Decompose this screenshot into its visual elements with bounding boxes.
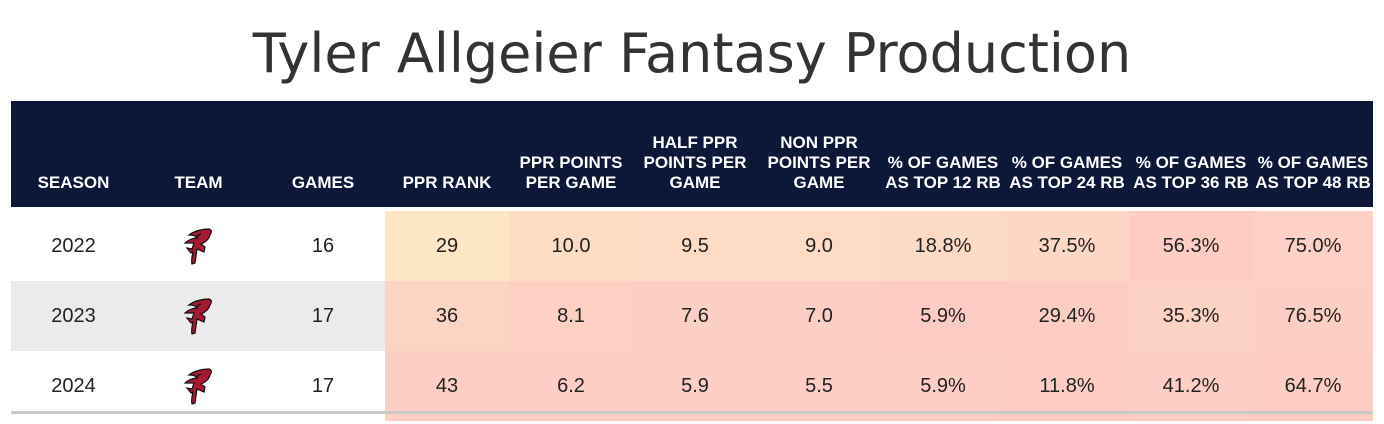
- cell-games: 17: [261, 351, 385, 421]
- col-header-ppr-rank[interactable]: PPR RANK: [385, 101, 509, 209]
- fantasy-stats-table: SEASON TEAM GAMES PPR RANK PPR POINTS PE…: [11, 101, 1373, 421]
- cell-non-ppg: 5.5: [757, 351, 881, 421]
- col-header-half-ppg[interactable]: HALF PPR POINTS PER GAME: [633, 101, 757, 209]
- cell-ppr-ppg: 10.0: [509, 207, 633, 281]
- col-header-games[interactable]: GAMES: [261, 101, 385, 209]
- cell-ppr-ppg: 8.1: [509, 281, 633, 351]
- col-header-team[interactable]: TEAM: [136, 101, 261, 209]
- cell-top24: 11.8%: [1005, 351, 1129, 421]
- col-header-ppr-ppg[interactable]: PPR POINTS PER GAME: [509, 101, 633, 209]
- cell-top24: 29.4%: [1005, 281, 1129, 351]
- col-header-top48[interactable]: % OF GAMES AS TOP 48 RB: [1253, 101, 1373, 209]
- cell-season: 2024: [11, 351, 136, 421]
- cell-half-ppg: 5.9: [633, 351, 757, 421]
- col-header-top36[interactable]: % OF GAMES AS TOP 36 RB: [1129, 101, 1253, 209]
- cell-half-ppg: 9.5: [633, 207, 757, 281]
- table-bottom-border: [11, 411, 1373, 414]
- cell-ppr-rank: 29: [385, 207, 509, 281]
- atlanta-falcons-logo-icon: [179, 226, 219, 266]
- cell-ppr-rank: 36: [385, 281, 509, 351]
- col-header-top24[interactable]: % OF GAMES AS TOP 24 RB: [1005, 101, 1129, 209]
- cell-top12: 18.8%: [881, 207, 1005, 281]
- cell-games: 17: [261, 281, 385, 351]
- cell-top12: 5.9%: [881, 281, 1005, 351]
- cell-top48: 75.0%: [1253, 207, 1373, 281]
- cell-top36: 41.2%: [1129, 351, 1253, 421]
- table-row: 2024 17 43 6.2 5.9 5.5 5.9% 11.8% 41.2% …: [11, 351, 1373, 421]
- cell-ppr-rank: 43: [385, 351, 509, 421]
- cell-non-ppg: 9.0: [757, 207, 881, 281]
- cell-ppr-ppg: 6.2: [509, 351, 633, 421]
- header-row: SEASON TEAM GAMES PPR RANK PPR POINTS PE…: [11, 101, 1373, 209]
- col-header-season[interactable]: SEASON: [11, 101, 136, 209]
- cell-top36: 35.3%: [1129, 281, 1253, 351]
- col-header-non-ppg[interactable]: NON PPR POINTS PER GAME: [757, 101, 881, 209]
- atlanta-falcons-logo-icon: [179, 366, 219, 406]
- cell-team: [136, 207, 261, 281]
- cell-team: [136, 281, 261, 351]
- cell-half-ppg: 7.6: [633, 281, 757, 351]
- cell-team: [136, 351, 261, 421]
- cell-top48: 64.7%: [1253, 351, 1373, 421]
- cell-top48: 76.5%: [1253, 281, 1373, 351]
- cell-top12: 5.9%: [881, 351, 1005, 421]
- col-header-top12[interactable]: % OF GAMES AS TOP 12 RB: [881, 101, 1005, 209]
- cell-top36: 56.3%: [1129, 207, 1253, 281]
- cell-games: 16: [261, 207, 385, 281]
- cell-non-ppg: 7.0: [757, 281, 881, 351]
- atlanta-falcons-logo-icon: [179, 296, 219, 336]
- table-row: 2023 17 36 8.1 7.6 7.0 5.9% 29.4% 35.3% …: [11, 281, 1373, 351]
- cell-season: 2022: [11, 207, 136, 281]
- cell-top24: 37.5%: [1005, 207, 1129, 281]
- table-row: 2022 16 29 10.0 9.5 9.0 18.8% 37.5% 56.3…: [11, 207, 1373, 281]
- cell-season: 2023: [11, 281, 136, 351]
- page-title: Tyler Allgeier Fantasy Production: [252, 22, 1132, 85]
